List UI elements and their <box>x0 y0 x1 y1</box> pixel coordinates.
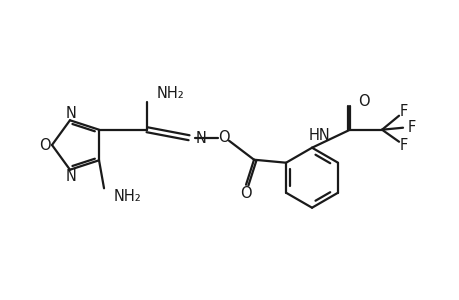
Text: F: F <box>399 138 407 153</box>
Text: O: O <box>39 137 50 152</box>
Text: O: O <box>357 94 369 109</box>
Text: NH₂: NH₂ <box>114 189 141 204</box>
Text: O: O <box>240 186 251 201</box>
Text: O: O <box>218 130 230 145</box>
Text: HN: HN <box>308 128 329 143</box>
Text: F: F <box>399 104 407 119</box>
Text: N: N <box>196 131 207 146</box>
Text: F: F <box>407 120 415 135</box>
Text: N: N <box>65 169 76 184</box>
Text: N: N <box>65 106 76 121</box>
Text: NH₂: NH₂ <box>157 86 185 101</box>
